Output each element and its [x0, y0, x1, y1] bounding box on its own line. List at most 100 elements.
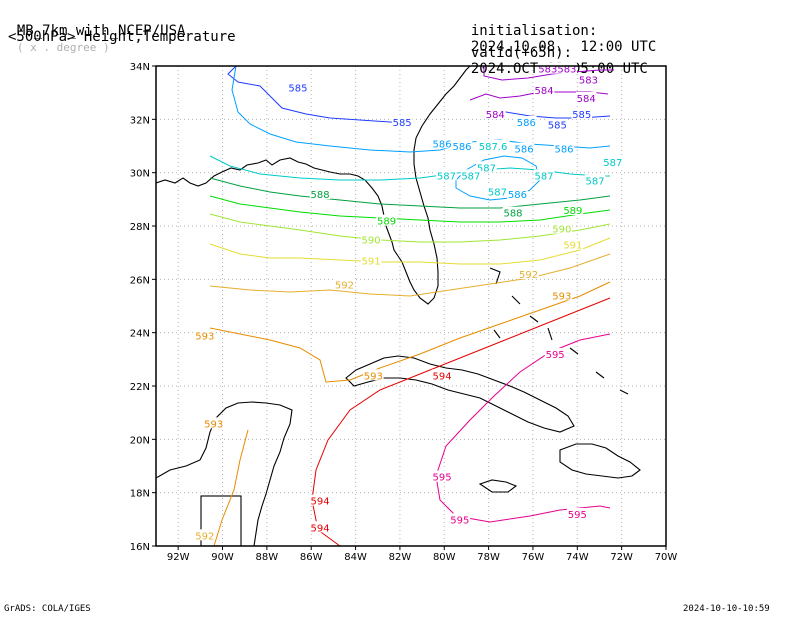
contour-label-bg [562, 204, 584, 215]
contour-label-593: 593 [204, 419, 223, 430]
contour-label-bg [460, 169, 482, 181]
contour-label-591: 591 [362, 257, 381, 268]
valid-label: valid(+65h): [470, 45, 573, 61]
contour-label-bg [533, 169, 555, 181]
contour-label-588: 588 [311, 190, 330, 201]
lon-tick-label: 78W [477, 552, 500, 563]
contour-label-592: 592 [195, 531, 214, 542]
contour-label-bg [194, 329, 216, 341]
contour-label-bg [334, 278, 355, 290]
contour-label-bg [203, 417, 224, 429]
contour-583 [483, 66, 614, 81]
contour-label-587: 587 [477, 163, 496, 174]
contour-label-595: 595 [546, 350, 565, 361]
contour-label-585: 585 [548, 121, 567, 132]
contour-label-bg [391, 116, 413, 127]
coast-bahamas [489, 267, 629, 395]
contour-label-594: 594 [311, 497, 330, 508]
contour-label-bg [575, 92, 597, 103]
contour-label-bg [431, 470, 453, 482]
coast-yucatan [156, 401, 293, 546]
coastlines [156, 66, 641, 546]
gridlines [156, 65, 667, 547]
contour-label-585: 585 [393, 118, 412, 129]
contour-label-594: 594 [311, 523, 330, 534]
contour-label-585: 585 [572, 110, 591, 121]
contour-label-bg [578, 73, 599, 85]
contour-label-587: 587 [603, 158, 622, 169]
border-box-guatemala [200, 495, 242, 546]
contour-label-bg [449, 513, 471, 525]
contour-594 [311, 297, 611, 546]
lon-tick-label: 74W [566, 552, 589, 563]
contour-label-bg [562, 238, 584, 250]
lat-tick-label: 20N [130, 435, 150, 446]
contour-label-bg [451, 140, 473, 151]
contour-label-583: 583583 [538, 65, 576, 76]
contour-586a [231, 66, 611, 153]
contour-595 [435, 333, 611, 523]
contour-label-595: 595 [450, 515, 469, 526]
contour-label-bg [602, 156, 624, 167]
contour-label-bg [476, 140, 510, 151]
init-label: initialisation: [470, 23, 598, 39]
contour-label-bg [376, 214, 397, 226]
contour-label-bg [537, 62, 577, 74]
contour-lines [209, 66, 614, 546]
contour-label-bg [484, 108, 506, 119]
contour-label-bg [431, 137, 453, 149]
contour-label-587: 587 [461, 171, 480, 182]
contour-label-589: 589 [563, 206, 582, 217]
init-value: 2024.10.08. 12:00 UTC [470, 39, 657, 55]
contour-label-bg [551, 222, 573, 234]
credit: GrADS: COLA/IGES [4, 604, 91, 614]
contour-label-586: 586 [432, 139, 451, 150]
lat-tick-label: 22N [130, 382, 150, 393]
contour-label-bg [431, 369, 453, 381]
contour-label-587: 587 [585, 177, 604, 188]
contour-label-590: 590 [362, 235, 381, 246]
contour-label-bg [360, 254, 382, 266]
coast-cuba [345, 355, 575, 433]
coast-florida [397, 66, 471, 305]
coast-jamaica [478, 479, 518, 493]
contour-label-587: 587 [437, 171, 456, 182]
contour-label-586: 586 [515, 145, 534, 156]
contour-589 [209, 195, 611, 223]
lon-tick-label: 88W [256, 552, 279, 563]
contour-label-bg [436, 169, 457, 181]
contour-label-586: 586 [517, 118, 536, 129]
lon-tick-label: 82W [389, 552, 412, 563]
contour-label-586: 586 [554, 145, 573, 156]
contour-label-bg [518, 268, 539, 279]
lat-tick-label: 24N [130, 329, 150, 340]
contour-label-bg [516, 116, 537, 127]
contour-label-591: 591 [563, 241, 582, 252]
lat-tick-label: 18N [130, 489, 150, 500]
contour-593b [213, 429, 249, 546]
contour-593a [209, 281, 611, 383]
contour-label-bg [194, 529, 216, 541]
contour-label-594: 594 [432, 371, 451, 382]
contour-label-588: 588 [503, 209, 522, 220]
contour-label-bg [309, 521, 331, 533]
contour-label-590: 590 [552, 225, 571, 236]
contour-label-bg [507, 188, 528, 199]
contour-label-bg [544, 348, 566, 359]
contour-label-bg [513, 142, 535, 154]
contour-label-bg [309, 494, 331, 506]
contour-591 [209, 237, 611, 265]
contour-label-bg [287, 81, 309, 93]
contour-label-587: 587 [488, 187, 507, 198]
contour-label-bg [547, 118, 568, 130]
coast-us-gulf [156, 157, 399, 257]
contour-label-584: 584 [486, 110, 505, 121]
contour-label-bg [502, 206, 524, 218]
map-frame [155, 65, 667, 547]
lon-tick-label: 80W [433, 552, 456, 563]
coast-hispaniola [559, 443, 641, 479]
lon-axis: 92W 90W 88W 86W 84W 82W 80W 78W 76W 74W 72W 70W [167, 546, 677, 563]
unit-hint: ( x . degree ) [16, 41, 110, 54]
contour-label-bg [476, 161, 497, 173]
